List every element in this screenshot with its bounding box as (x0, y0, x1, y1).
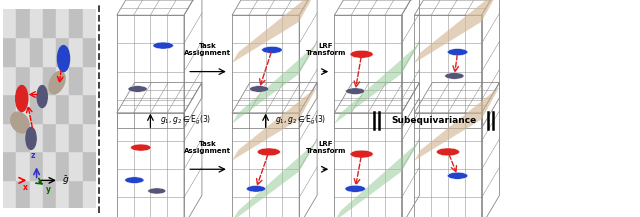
Bar (3, 151, 17, 180)
Bar (29, 66, 43, 94)
Circle shape (262, 46, 282, 53)
Circle shape (131, 144, 151, 151)
Text: y: y (46, 185, 51, 194)
Bar (29, 151, 43, 180)
Circle shape (445, 73, 464, 79)
Bar (56, 151, 70, 180)
Text: $g_1, g_2 \in \mathrm{E}_{\bar{g}}(3)$: $g_1, g_2 \in \mathrm{E}_{\bar{g}}(3)$ (160, 114, 211, 127)
Bar (43, 180, 56, 208)
Bar (43, 9, 56, 37)
Bar (83, 37, 96, 66)
Bar (56, 37, 70, 66)
Bar (17, 37, 29, 66)
Polygon shape (334, 141, 420, 217)
Bar (43, 151, 56, 180)
Circle shape (148, 188, 166, 194)
Bar (56, 66, 70, 94)
Text: LRF
Transform: LRF Transform (305, 43, 346, 56)
Bar (17, 180, 29, 208)
Circle shape (16, 85, 28, 112)
Circle shape (37, 85, 47, 107)
Bar (17, 9, 29, 37)
Text: z: z (31, 151, 35, 160)
Text: x: x (23, 183, 28, 192)
Bar (17, 123, 29, 151)
Bar (17, 66, 29, 94)
Polygon shape (415, 87, 499, 161)
Bar (3, 94, 17, 123)
Text: LRF
Transform: LRF Transform (305, 141, 346, 154)
Bar (70, 151, 83, 180)
Circle shape (350, 150, 373, 158)
Circle shape (436, 148, 460, 156)
Circle shape (350, 50, 373, 58)
Bar (43, 66, 56, 94)
Bar (83, 151, 96, 180)
Bar (83, 180, 96, 208)
Bar (43, 123, 56, 151)
Circle shape (447, 49, 468, 56)
Bar (83, 94, 96, 123)
Polygon shape (232, 43, 317, 124)
Circle shape (246, 186, 266, 192)
Bar (70, 66, 83, 94)
Bar (83, 9, 96, 37)
Bar (29, 180, 43, 208)
Polygon shape (334, 43, 420, 124)
Circle shape (346, 88, 365, 94)
Bar (29, 123, 43, 151)
Text: $\bar{g}$: $\bar{g}$ (61, 174, 69, 187)
Bar (43, 94, 56, 123)
Polygon shape (232, 87, 317, 161)
Polygon shape (415, 0, 499, 63)
Circle shape (257, 148, 280, 156)
Polygon shape (232, 0, 317, 63)
Bar (17, 94, 29, 123)
Bar (29, 94, 43, 123)
Circle shape (250, 86, 269, 92)
Circle shape (26, 127, 36, 150)
Circle shape (447, 172, 468, 179)
Bar (56, 94, 70, 123)
Bar (29, 9, 43, 37)
Bar (3, 37, 17, 66)
Bar (70, 123, 83, 151)
Ellipse shape (49, 71, 65, 94)
Text: $g_1, g_2 \in \mathrm{E}_{\bar{g}}(3)$: $g_1, g_2 \in \mathrm{E}_{\bar{g}}(3)$ (275, 114, 326, 127)
Bar (3, 123, 17, 151)
Bar (17, 151, 29, 180)
Circle shape (128, 86, 147, 92)
Circle shape (345, 185, 365, 192)
Bar (3, 9, 17, 37)
Bar (70, 94, 83, 123)
Bar (70, 37, 83, 66)
Bar (70, 180, 83, 208)
Ellipse shape (11, 112, 29, 133)
Bar (83, 123, 96, 151)
Bar (43, 37, 56, 66)
Circle shape (153, 42, 173, 49)
Polygon shape (232, 141, 317, 217)
Circle shape (125, 177, 144, 183)
Bar (56, 180, 70, 208)
Bar (70, 9, 83, 37)
Text: Subequivariance: Subequivariance (391, 116, 476, 125)
Text: Task
Assignment: Task Assignment (184, 43, 232, 56)
Bar (83, 66, 96, 94)
Bar (3, 180, 17, 208)
Text: Task
Assignment: Task Assignment (184, 141, 232, 154)
Circle shape (58, 46, 70, 72)
Bar (56, 9, 70, 37)
Bar (3, 66, 17, 94)
Bar (56, 123, 70, 151)
Bar (29, 37, 43, 66)
